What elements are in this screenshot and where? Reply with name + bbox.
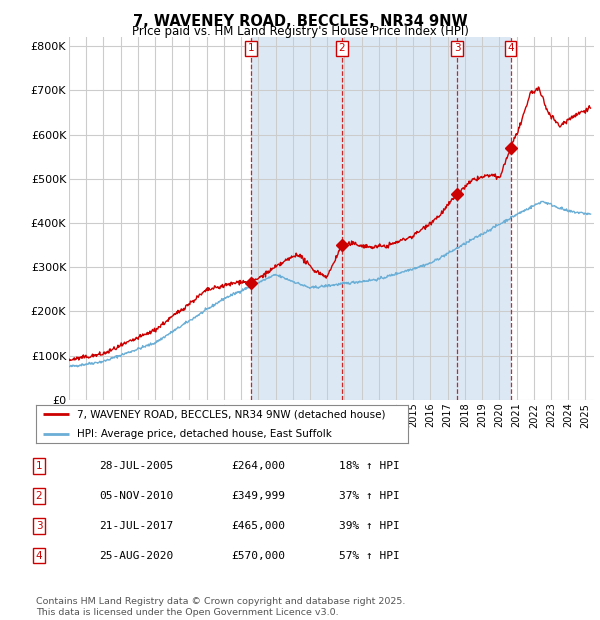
Text: £264,000: £264,000 [231,461,285,471]
Text: 1: 1 [35,461,43,471]
Text: Contains HM Land Registry data © Crown copyright and database right 2025.
This d: Contains HM Land Registry data © Crown c… [36,598,406,617]
Text: 37% ↑ HPI: 37% ↑ HPI [339,491,400,501]
Text: 57% ↑ HPI: 57% ↑ HPI [339,551,400,560]
Text: HPI: Average price, detached house, East Suffolk: HPI: Average price, detached house, East… [77,428,332,439]
Text: £465,000: £465,000 [231,521,285,531]
Text: 3: 3 [35,521,43,531]
Text: 7, WAVENEY ROAD, BECCLES, NR34 9NW: 7, WAVENEY ROAD, BECCLES, NR34 9NW [133,14,467,29]
Text: 05-NOV-2010: 05-NOV-2010 [99,491,173,501]
Text: £570,000: £570,000 [231,551,285,560]
Text: 2: 2 [338,43,345,53]
Text: £349,999: £349,999 [231,491,285,501]
Text: 4: 4 [35,551,43,560]
Text: 1: 1 [248,43,254,53]
Text: 3: 3 [454,43,460,53]
Text: 7, WAVENEY ROAD, BECCLES, NR34 9NW (detached house): 7, WAVENEY ROAD, BECCLES, NR34 9NW (deta… [77,409,385,420]
Text: 18% ↑ HPI: 18% ↑ HPI [339,461,400,471]
Text: 2: 2 [35,491,43,501]
Text: 28-JUL-2005: 28-JUL-2005 [99,461,173,471]
Text: Price paid vs. HM Land Registry's House Price Index (HPI): Price paid vs. HM Land Registry's House … [131,25,469,38]
Bar [251,37,511,400]
Text: 25-AUG-2020: 25-AUG-2020 [99,551,173,560]
Text: 39% ↑ HPI: 39% ↑ HPI [339,521,400,531]
Text: 4: 4 [507,43,514,53]
Text: 21-JUL-2017: 21-JUL-2017 [99,521,173,531]
